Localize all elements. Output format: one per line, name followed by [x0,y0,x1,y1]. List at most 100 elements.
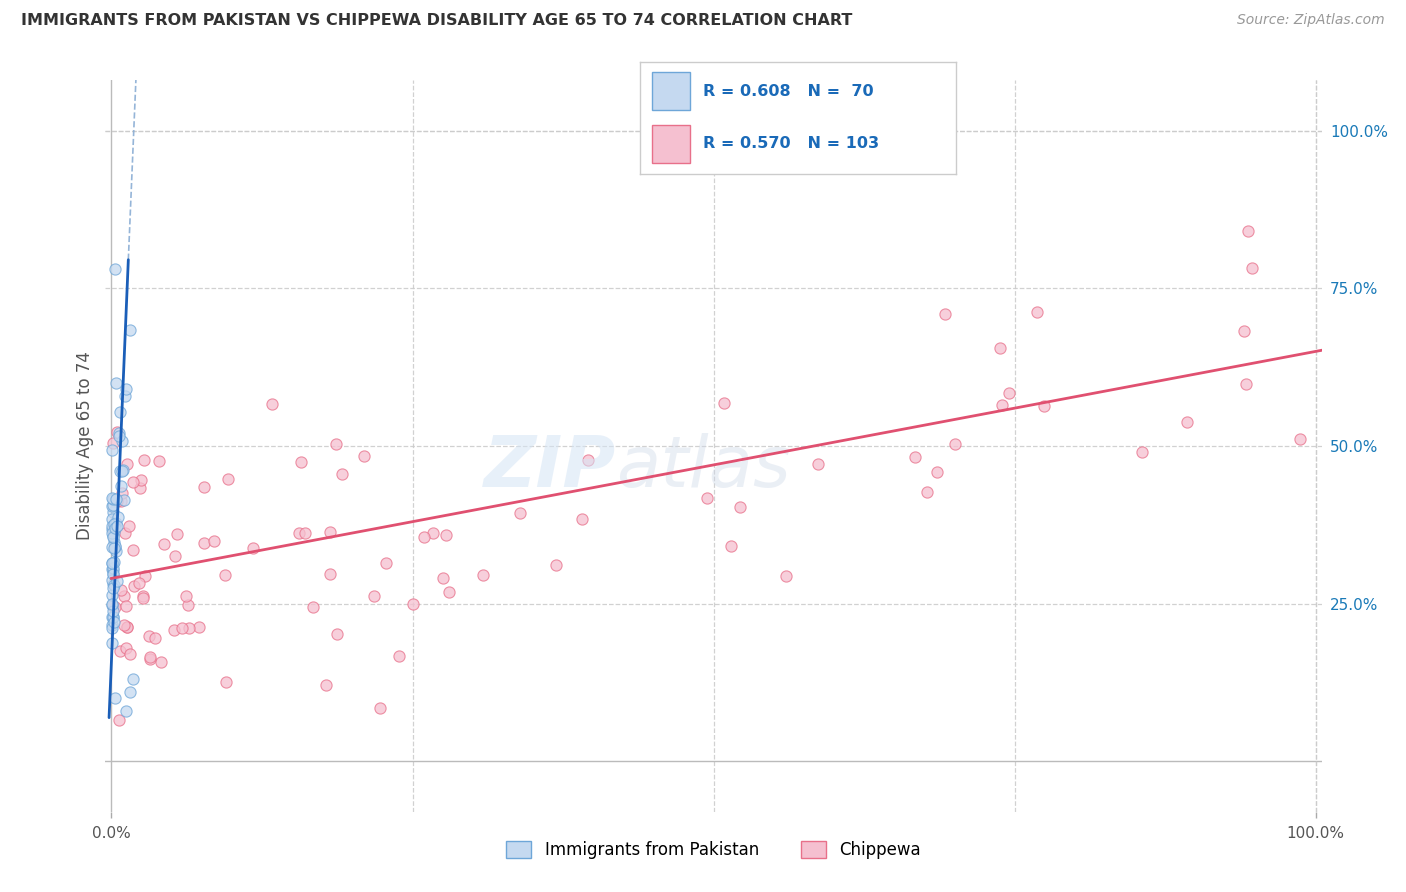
Point [214,568,236,582]
Point [101,609,124,624]
Point [132,453,155,467]
Point [129,481,152,495]
Point [319,525,342,540]
Point [353,449,375,463]
Point [110,479,132,493]
Point [202,534,225,549]
Point [111,434,134,449]
Point [107,426,129,441]
Point [104,492,127,507]
Point [139,650,162,665]
Point [101,511,124,525]
Point [775,568,797,582]
Point [103,555,125,569]
Point [325,436,347,450]
Point [110,494,132,508]
Point [105,491,128,506]
Point [107,493,129,508]
Point [118,685,141,699]
Point [100,598,122,612]
Y-axis label: Disability Age 65 to 74: Disability Age 65 to 74 [76,351,94,541]
Point [177,599,200,613]
Point [107,518,129,533]
Point [101,522,124,536]
Text: atlas: atlas [616,434,790,502]
Point [138,629,160,643]
Point [118,323,141,337]
Bar [652,125,690,162]
Point [915,485,938,500]
Point [148,454,170,468]
Point [319,567,342,582]
Point [101,576,124,591]
Point [100,540,122,554]
Point [934,307,956,321]
Point [103,529,125,543]
Point [991,399,1014,413]
Point [103,578,125,592]
Point [134,568,156,582]
Point [720,539,742,553]
Point [104,540,127,554]
Point [422,525,444,540]
Point [112,617,135,632]
Point [122,673,145,687]
Text: IMMIGRANTS FROM PAKISTAN VS CHIPPEWA DISABILITY AGE 65 TO 74 CORRELATION CHART: IMMIGRANTS FROM PAKISTAN VS CHIPPEWA DIS… [21,13,852,29]
Point [114,640,136,655]
Point [108,643,131,657]
Point [112,492,135,507]
Point [1033,399,1056,413]
Point [988,341,1011,355]
Point [103,525,125,540]
Point [122,475,145,489]
Point [388,648,411,663]
Point [128,576,150,591]
Point [101,499,124,513]
Point [101,566,124,581]
Point [103,615,125,629]
Point [105,376,128,390]
Point [114,389,136,403]
Point [101,609,124,624]
Point [170,621,193,635]
Point [101,617,124,632]
Point [179,621,201,635]
Point [115,704,138,718]
Point [217,472,239,486]
Point [904,450,927,464]
Point [193,480,215,494]
Point [115,457,138,471]
Point [509,506,531,520]
Point [107,574,129,588]
Point [402,597,425,611]
Point [330,467,353,482]
Point [104,544,127,558]
Point [696,491,718,506]
Point [101,435,124,450]
Point [103,581,125,595]
Point [111,486,134,500]
Point [100,556,122,570]
Point [174,589,197,603]
Point [571,512,593,526]
Point [713,396,735,410]
Point [104,600,127,615]
Point [101,604,124,618]
Point [943,436,966,450]
Point [111,464,134,478]
Point [153,537,176,551]
Point [471,568,494,582]
Point [1175,415,1198,429]
Point [120,647,142,661]
Point [143,631,166,645]
Point [101,599,124,614]
Point [103,530,125,544]
Point [103,535,125,549]
Point [103,519,125,533]
Point [101,491,124,505]
Point [1237,224,1260,238]
Point [101,597,124,611]
Point [302,599,325,614]
Point [166,527,188,541]
Point [107,713,129,727]
